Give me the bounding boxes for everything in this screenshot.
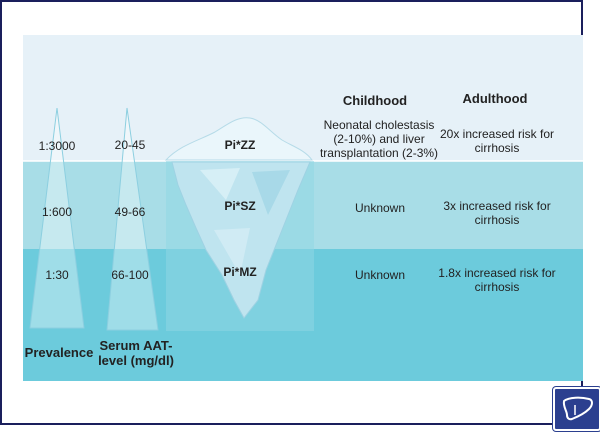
aat-mz: 66-100: [111, 268, 149, 282]
childhood-mz: Unknown: [354, 268, 406, 282]
childhood-sz: Unknown: [354, 201, 406, 215]
aat-label-line1: Serum AAT-: [99, 338, 173, 353]
prevalence-label: Prevalence: [24, 345, 94, 360]
prevalence-mz: 1:30: [45, 268, 69, 282]
aat-label: Serum AAT- level (mg/dl): [96, 338, 176, 368]
prevalence-sz: 1:600: [41, 205, 73, 219]
aat-triangle-icon: [106, 107, 159, 331]
liver-icon: [553, 387, 600, 431]
aat-sz: 49-66: [114, 205, 146, 219]
genotype-zz: Pi*ZZ: [224, 138, 256, 152]
adulthood-zz: 20x increased risk for cirrhosis: [439, 127, 555, 155]
genotype-mz: Pi*MZ: [223, 265, 257, 279]
iceberg-icon: [164, 117, 313, 319]
adulthood-header: Adulthood: [462, 91, 528, 106]
band-zz: [23, 35, 583, 161]
childhood-zz: Neonatal cholestasis (2-10%) and liver t…: [319, 118, 439, 160]
childhood-header: Childhood: [342, 93, 408, 108]
aat-zz: 20-45: [114, 138, 146, 152]
prevalence-zz: 1:3000: [38, 139, 76, 153]
adulthood-sz: 3x increased risk for cirrhosis: [443, 199, 551, 227]
genotype-sz: Pi*SZ: [224, 199, 256, 213]
prevalence-triangle-icon: [29, 107, 85, 329]
adulthood-mz: 1.8x increased risk for cirrhosis: [438, 266, 556, 294]
aat-label-line2: level (mg/dl): [98, 353, 174, 368]
